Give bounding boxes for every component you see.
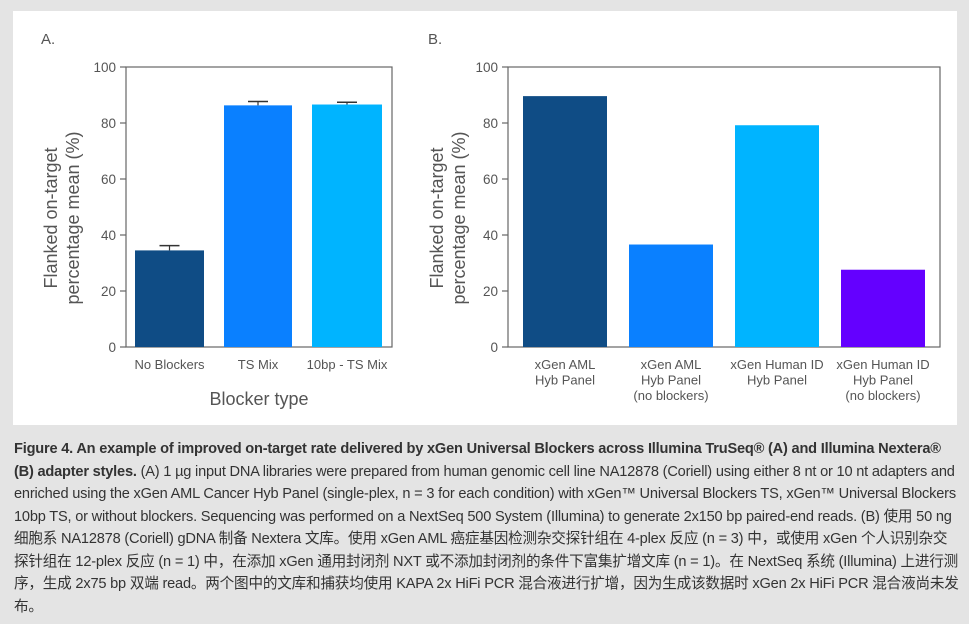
x-tick-label: xGen Human ID: [836, 357, 929, 372]
y-tick-label: 40: [101, 228, 116, 243]
charts: A. 0 20 40 60 80 100 No Blockers TS Mix 10bp - TS…: [41, 31, 941, 409]
y-tick-label: 60: [483, 172, 498, 187]
x-tick-label: xGen AML: [535, 357, 596, 372]
x-tick-label: Hyb Panel: [641, 373, 701, 388]
bar: [841, 269, 925, 347]
x-tick-label: Hyb Panel: [535, 373, 595, 388]
panel-label: B.: [428, 31, 442, 48]
x-axis-label: Blocker type: [209, 389, 308, 409]
x-tick-label: (no blockers): [845, 388, 920, 403]
y-tick-label: 20: [483, 284, 498, 299]
y-tick-label: 100: [475, 60, 498, 75]
bar: [135, 250, 204, 347]
x-tick-label: (no blockers): [633, 388, 708, 403]
y-axis-label: Flanked on-target: [427, 147, 447, 288]
bar: [629, 244, 713, 347]
x-tick-label: Hyb Panel: [747, 373, 807, 388]
y-tick-label: 100: [93, 60, 116, 75]
caption-title: Figure 4. An example of improved on-targ…: [14, 441, 941, 480]
y-tick-label: 60: [101, 172, 116, 187]
panel-label: A.: [41, 31, 55, 48]
x-tick-label: xGen AML: [641, 357, 702, 372]
y-tick-label: 40: [483, 228, 498, 243]
y-axis-label: Flanked on-target: [41, 147, 61, 288]
y-tick-label: 20: [101, 284, 116, 299]
y-tick-label: 0: [108, 340, 116, 355]
y-axis-label: percentage mean (%): [63, 131, 83, 304]
bar: [312, 104, 382, 348]
caption-body: (A) 1 µg input DNA libraries were prepar…: [14, 463, 959, 615]
bar: [735, 125, 819, 348]
y-tick-label: 80: [101, 116, 116, 131]
x-tick-label: 10bp - TS Mix: [307, 357, 388, 372]
figure-caption: Figure 4. An example of improved on-targ…: [14, 438, 959, 618]
plot-frame: [507, 66, 941, 348]
x-tick-label: TS Mix: [238, 357, 279, 372]
y-tick-label: 0: [490, 340, 498, 355]
y-axis-label: percentage mean (%): [449, 131, 469, 304]
y-tick-label: 80: [483, 116, 498, 131]
x-tick-label: Hyb Panel: [853, 373, 913, 388]
x-tick-label: xGen Human ID: [730, 357, 823, 372]
bar: [224, 105, 292, 347]
x-tick-label: No Blockers: [134, 357, 205, 372]
bar: [523, 96, 607, 348]
